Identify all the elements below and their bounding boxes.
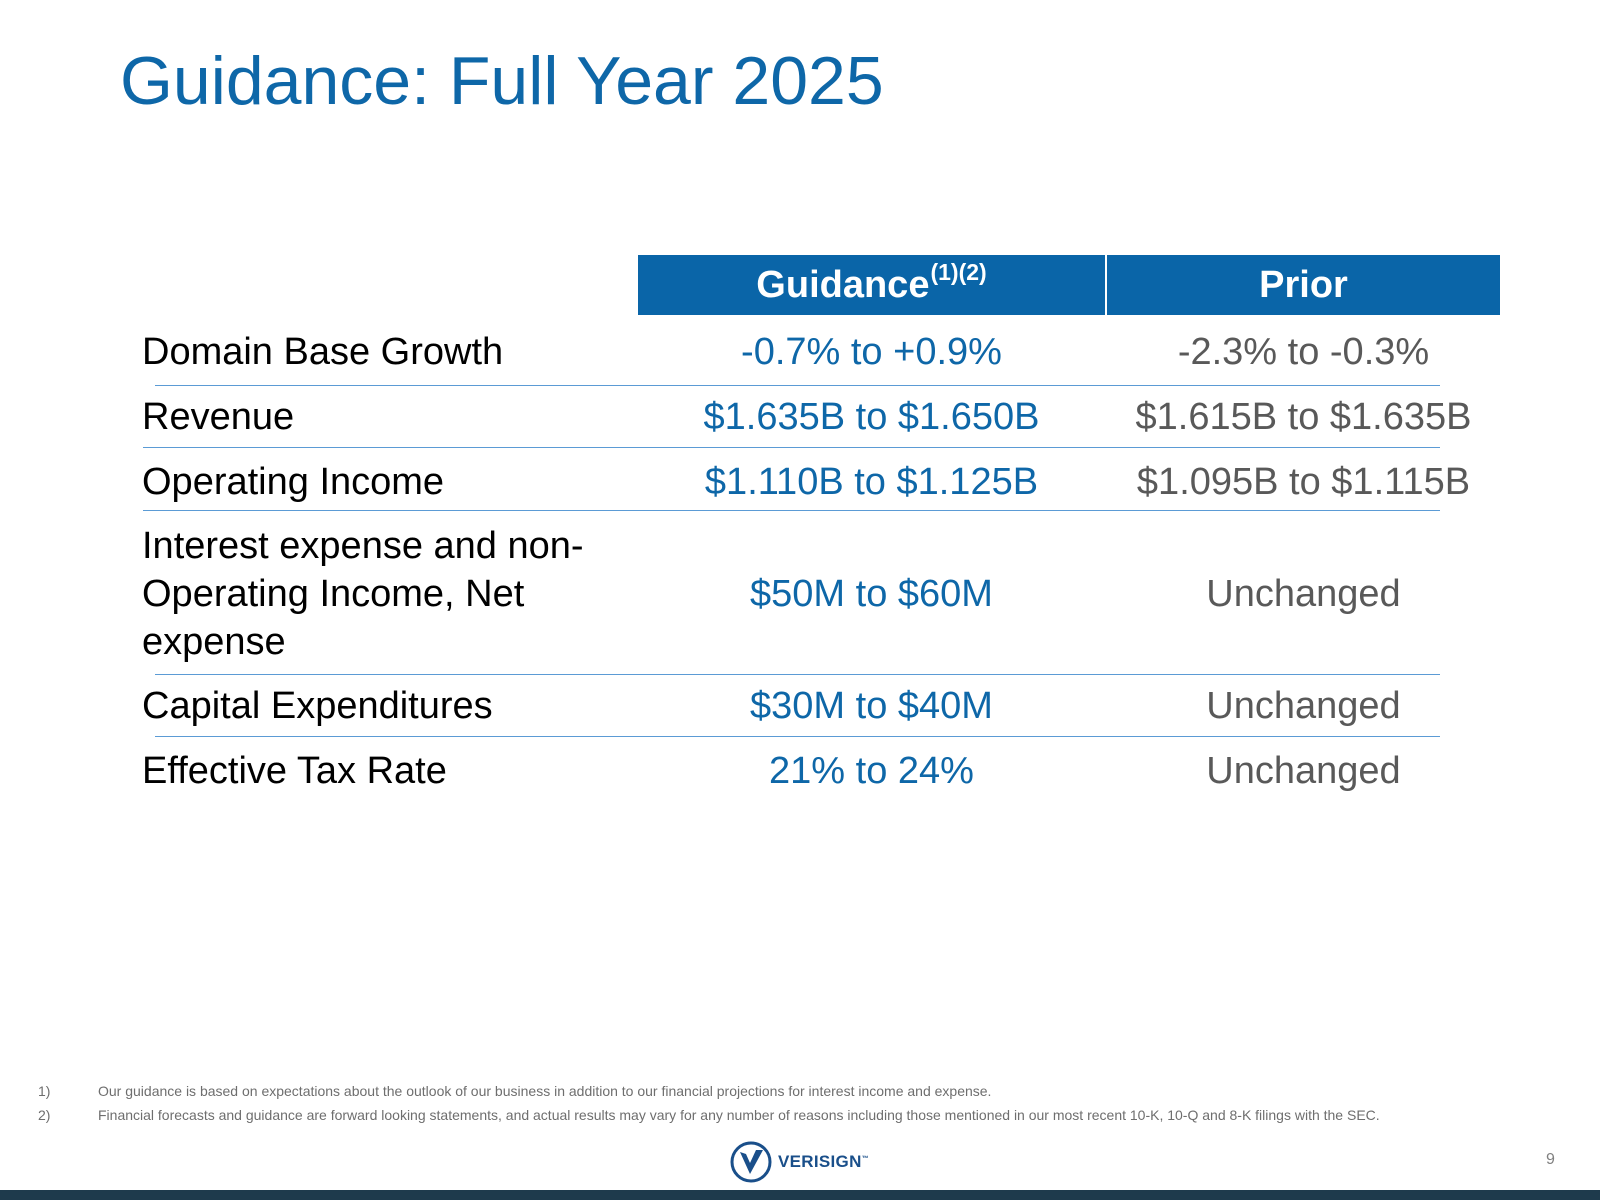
row-guidance-domain-base-growth: -0.7% to +0.9% <box>741 331 1002 373</box>
verisign-logo: VERISIGN™ <box>730 1141 869 1183</box>
row-divider <box>143 447 1440 448</box>
row-label-effective-tax-rate: Effective Tax Rate <box>142 750 447 792</box>
row-prior-operating-income: $1.095B to $1.115B <box>1136 461 1471 503</box>
row-label-operating-income: Operating Income <box>142 461 445 503</box>
footnote-number: 2) <box>38 1107 51 1123</box>
row-guidance-capital-expenditures: $30M to $40M <box>750 685 993 727</box>
footnote-2: 2) Financial forecasts and guidance are f… <box>38 1106 1380 1124</box>
row-guidance-effective-tax-rate: 21% to 24% <box>769 750 974 792</box>
row-label-revenue: Revenue <box>142 396 295 438</box>
footnote-text: Financial forecasts and guidance are for… <box>98 1107 1380 1123</box>
row-divider <box>155 674 1440 675</box>
row-prior-interest-expense: Unchanged <box>1206 573 1401 615</box>
row-prior-revenue: $1.615B to $1.635B <box>1135 396 1472 438</box>
header-guidance-footnote-ref: (1)(2) <box>930 258 987 285</box>
row-prior-effective-tax-rate: Unchanged <box>1206 750 1401 792</box>
footnote-1: 1) Our guidance is based on expectations … <box>38 1082 991 1100</box>
row-prior-capital-expenditures: Unchanged <box>1206 685 1401 727</box>
footnote-number: 1) <box>38 1083 51 1099</box>
row-guidance-operating-income: $1.110B to $1.125B <box>704 461 1039 503</box>
page-title: Guidance: Full Year 2025 <box>120 43 884 119</box>
row-label-capital-expenditures: Capital Expenditures <box>142 685 493 727</box>
footnote-text: Our guidance is based on expectations ab… <box>98 1083 992 1099</box>
header-prior: Prior <box>1107 255 1500 315</box>
logo-wordmark: VERISIGN™ <box>778 1152 869 1171</box>
row-guidance-revenue: $1.635B to $1.650B <box>703 396 1040 438</box>
row-guidance-interest-expense: $50M to $60M <box>750 573 993 615</box>
footer-bar <box>0 1190 1600 1200</box>
row-divider <box>143 510 1440 511</box>
row-label-domain-base-growth: Domain Base Growth <box>142 331 504 373</box>
row-divider <box>155 385 1440 386</box>
header-guidance-label: Guidance <box>756 263 930 306</box>
verisign-check-icon <box>730 1141 772 1183</box>
row-divider <box>155 736 1440 737</box>
page-number: 9 <box>1546 1151 1555 1168</box>
row-label-interest-expense-line2: Operating Income, Net <box>142 573 525 615</box>
header-guidance: Guidance (1)(2) <box>638 255 1105 315</box>
row-label-interest-expense-line3: expense <box>142 621 286 663</box>
row-prior-domain-base-growth: -2.3% to -0.3% <box>1177 331 1430 373</box>
row-label-interest-expense-line1: Interest expense and non- <box>142 525 584 567</box>
